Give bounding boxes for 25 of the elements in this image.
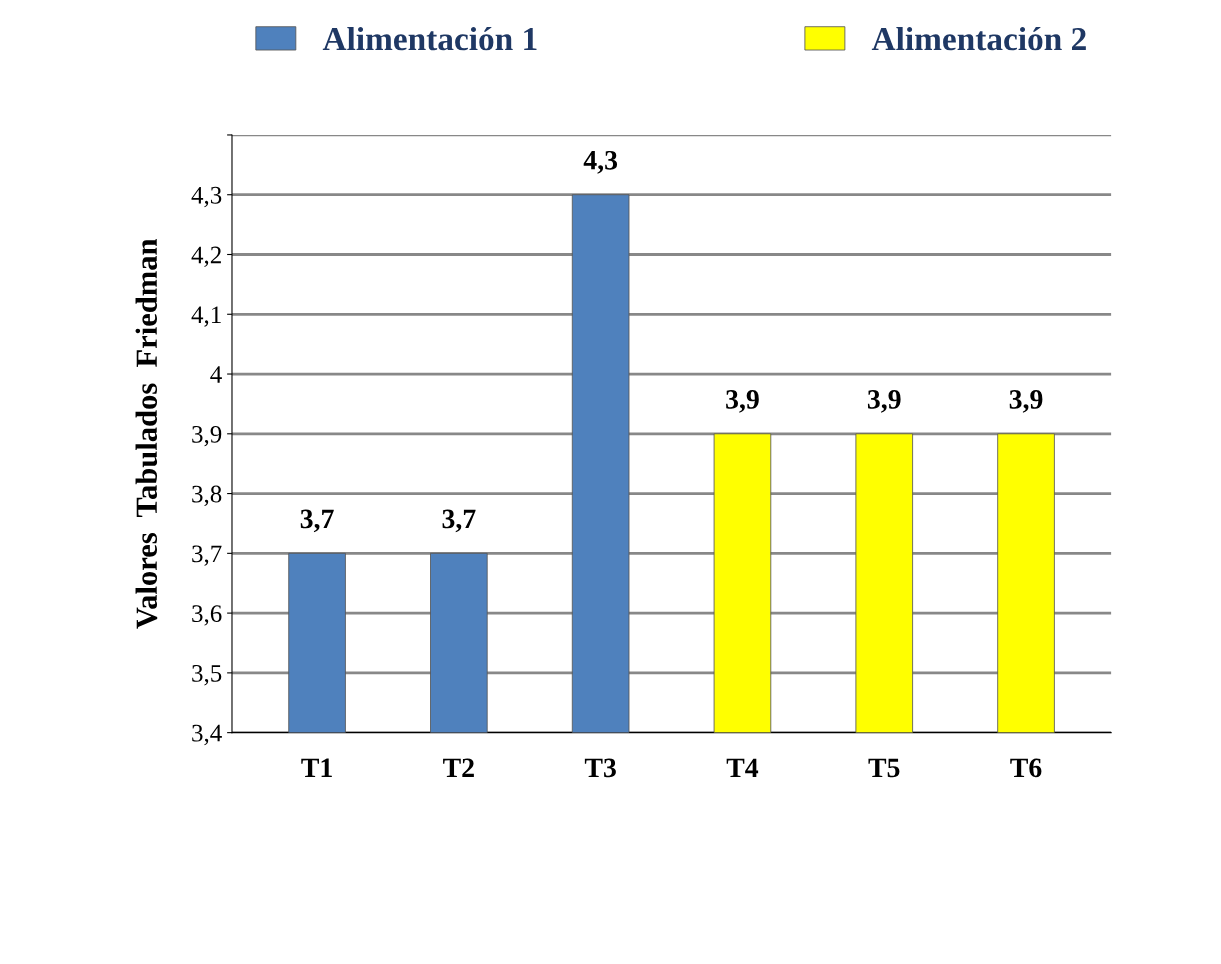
y-tick-label: 3,4 (192, 724, 222, 746)
y-axis-title: Valores Tabulados Friedman (135, 238, 158, 629)
data-label: 3,7 (300, 509, 334, 533)
x-tick-label: T5 (868, 758, 900, 778)
x-tick-label: T2 (443, 758, 474, 777)
data-label: 3,9 (726, 390, 759, 413)
y-tick-label: 3,5 (192, 664, 222, 686)
y-tick-label: 3,8 (192, 485, 222, 507)
legend-label: Alimentación 1 (322, 26, 537, 51)
x-tick-label: T1 (301, 758, 332, 777)
x-tick-label: T4 (726, 758, 759, 777)
data-label: 3,9 (1009, 390, 1043, 413)
y-tick-label: 3,7 (192, 545, 222, 566)
data-label: 3,7 (442, 509, 476, 533)
y-tick-label: 4 (210, 366, 222, 383)
y-tick-label: 4,3 (191, 186, 222, 208)
y-tick-label: 4,1 (191, 306, 221, 327)
x-tick-label: T3 (584, 758, 616, 778)
y-tick-label: 3,9 (192, 425, 222, 447)
data-label: 3,9 (867, 390, 901, 413)
data-label: 4,3 (583, 150, 618, 174)
y-tick-label: 3,6 (192, 605, 222, 626)
legend-label: Alimentación 2 (871, 26, 1086, 51)
y-tick-label: 4,2 (191, 246, 221, 268)
x-tick-label: T6 (1010, 758, 1042, 778)
